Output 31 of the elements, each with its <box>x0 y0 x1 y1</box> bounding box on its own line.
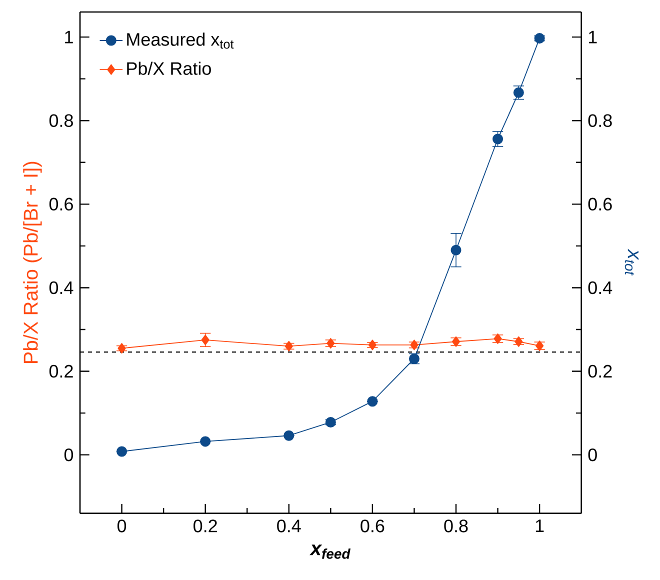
y2-axis-title: x$_{tot}$ <box>624 248 638 276</box>
y2-tick-label: 0.4 <box>588 281 612 294</box>
y-tick-label: 0.6 <box>49 198 73 211</box>
x-tick-label: 1 <box>536 520 544 532</box>
y2-tick-label: 0.2 <box>588 364 612 378</box>
y-tick-label: 1 <box>65 30 73 44</box>
point <box>284 430 294 441</box>
x-tick-label: 0 <box>117 520 126 532</box>
point <box>450 244 462 256</box>
y2-tick-label: 0 <box>588 448 597 462</box>
point <box>534 33 545 44</box>
y-tick-label: 0.4 <box>49 281 74 294</box>
x-tick-label: 0.8 <box>444 520 468 532</box>
y-tick-label: 0 <box>64 448 74 462</box>
x-axis-title: x$_{feed}$ <box>310 544 351 559</box>
y2-tick-label: 0.8 <box>588 114 612 127</box>
y2-tick-label: 0.6 <box>588 198 612 211</box>
point <box>325 416 336 428</box>
point <box>200 436 211 447</box>
y-axis-title: Pb/X Ratio (Pb/[Br + I]) <box>23 162 42 364</box>
y-tick-label: 0.8 <box>49 114 73 127</box>
y2-tick-label: 1 <box>588 30 597 44</box>
x-tick-label: 0.4 <box>277 520 301 532</box>
point <box>367 396 378 407</box>
x-tick-label: 0.2 <box>194 520 217 532</box>
legend-label: Measured x$_{tot}$ <box>127 32 234 49</box>
y-tick-label: 0.2 <box>49 364 73 378</box>
point <box>116 446 128 457</box>
point <box>492 134 504 144</box>
legend-label: Pb/X Ratio <box>127 62 211 75</box>
x-tick-label: 0.6 <box>360 520 384 532</box>
